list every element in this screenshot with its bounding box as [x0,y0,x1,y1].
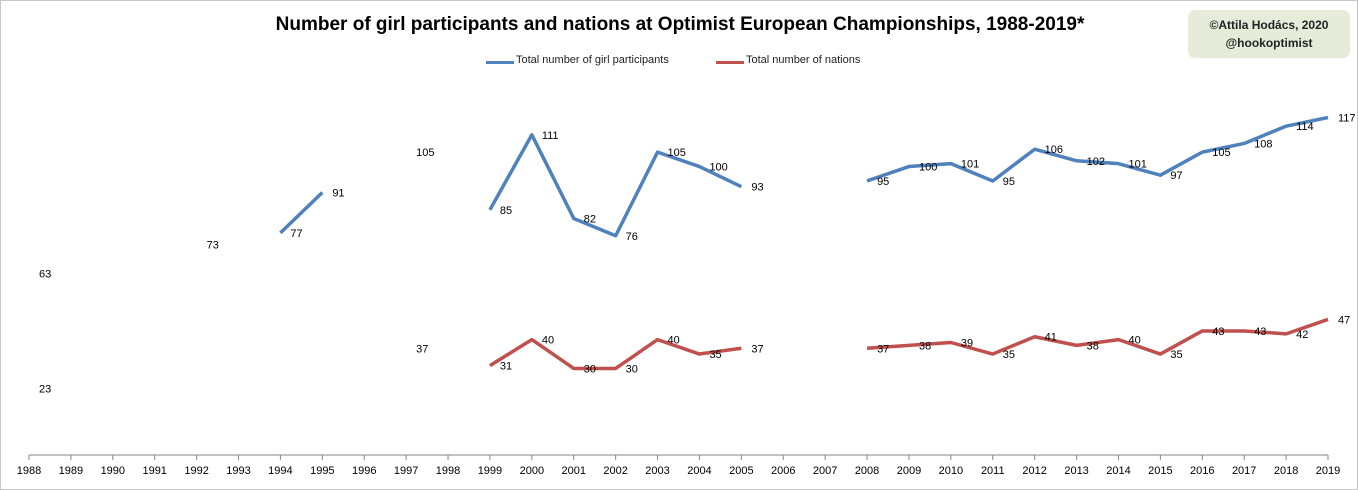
legend: Total number of girl participants Total … [0,54,1358,70]
data-label-nations-2011: 35 [1003,349,1015,361]
data-label-nations-1999: 31 [500,361,512,373]
x-tick-label-1996: 1996 [352,465,376,477]
data-label-girls-2019: 117 [1338,113,1356,125]
data-label-nations-2005: 37 [751,343,763,355]
x-tick-label-2011: 2011 [981,465,1005,477]
data-label-girls-1999: 85 [500,205,512,217]
credit-handle: @hookoptimist [1225,36,1313,50]
data-label-girls-2004: 100 [709,162,727,174]
data-label-girls-2000: 111 [542,130,559,142]
data-label-nations-2009: 38 [919,340,931,352]
data-label-girls-2009: 100 [919,162,937,174]
x-tick-label-2006: 2006 [771,465,795,477]
data-label-girls-2011: 95 [1003,176,1015,188]
x-tick-label-1997: 1997 [394,465,418,477]
x-tick-label-2015: 2015 [1148,465,1172,477]
x-tick-label-1991: 1991 [142,465,166,477]
x-tick-label-2012: 2012 [1022,465,1046,477]
data-label-girls-2010: 101 [961,159,979,171]
data-label-girls-1988: 63 [39,268,51,280]
x-tick-label-2002: 2002 [603,465,627,477]
x-tick-label-1994: 1994 [268,465,292,477]
data-label-girls-2016: 105 [1212,147,1230,159]
data-label-nations-2004: 35 [709,349,721,361]
data-label-girls-2012: 106 [1045,144,1063,156]
data-label-nations-2012: 41 [1045,332,1057,344]
series-line-girls-segment-3 [279,191,324,235]
data-label-girls-2015: 97 [1170,170,1182,182]
x-tick-label-2007: 2007 [813,465,837,477]
x-tick-label-1999: 1999 [478,465,502,477]
x-tick-label-2019: 2019 [1316,465,1340,477]
data-label-nations-2001: 30 [584,363,596,375]
data-label-nations-2003: 40 [668,335,680,347]
x-tick-label-2004: 2004 [687,465,711,477]
data-label-girls-2005: 93 [751,182,763,194]
x-tick-label-2010: 2010 [939,465,963,477]
data-label-nations-2013: 38 [1087,340,1099,352]
data-label-nations-2016: 43 [1212,326,1224,338]
x-tick-label-1998: 1998 [436,465,460,477]
data-label-girls-2014: 101 [1128,159,1146,171]
data-label-nations-2008: 37 [877,343,889,355]
x-tick-label-2009: 2009 [897,465,921,477]
legend-swatch-girls [486,61,514,64]
chart-title: Number of girl participants and nations … [275,14,1085,35]
series-line-girls-segment-5 [488,133,743,238]
data-label-nations-2000: 40 [542,335,554,347]
data-label-girls-1994: 77 [290,228,302,240]
x-tick-label-2008: 2008 [855,465,879,477]
data-label-girls-2017: 108 [1254,138,1272,150]
data-label-girls-2013: 102 [1087,156,1105,168]
x-tick-label-1988: 1988 [17,465,41,477]
data-label-girls-2008: 95 [877,176,889,188]
legend-label-girls: Total number of girl participants [516,54,669,66]
data-label-nations-2017: 43 [1254,326,1266,338]
data-label-girls-2018: 114 [1296,121,1314,133]
data-label-nations-2015: 35 [1170,349,1182,361]
x-tick-label-2003: 2003 [645,465,669,477]
series-line-nations-segment-4 [866,317,1329,356]
data-label-nations-2014: 40 [1128,335,1140,347]
x-tick-label-2001: 2001 [561,465,585,477]
x-tick-label-2005: 2005 [729,465,753,477]
x-tick-label-1992: 1992 [184,465,208,477]
x-tick-label-1990: 1990 [101,465,125,477]
x-tick-label-1993: 1993 [226,465,250,477]
x-tick-label-2000: 2000 [520,465,544,477]
data-label-nations-2019: 47 [1338,314,1350,326]
data-label-girls-1992: 73 [207,239,219,251]
x-tick-label-2013: 2013 [1064,465,1088,477]
x-tick-label-2016: 2016 [1190,465,1214,477]
data-label-nations-1997: 37 [416,343,428,355]
x-tick-label-2017: 2017 [1232,465,1256,477]
credit-box: ©Attila Hodács, 2020 @hookoptimist [1188,10,1350,58]
data-label-girls-2003: 105 [668,147,686,159]
x-tick-label-2014: 2014 [1106,465,1130,477]
series-line-nations-segment-3 [489,337,742,371]
x-tick-label-2018: 2018 [1274,465,1298,477]
legend-swatch-nations [716,61,744,64]
data-label-girls-1997: 105 [416,147,434,159]
x-tick-label-1989: 1989 [59,465,83,477]
data-label-nations-2018: 42 [1296,329,1308,341]
data-label-nations-2010: 39 [961,338,973,350]
data-label-nations-1988: 23 [39,384,51,396]
series-line-girls-segment-6 [866,115,1329,183]
legend-label-nations: Total number of nations [746,54,861,66]
data-label-girls-1995: 91 [332,188,344,200]
credit-author: ©Attila Hodács, 2020 [1209,18,1329,32]
data-label-nations-2002: 30 [626,363,638,375]
data-label-girls-2001: 82 [584,213,596,225]
x-tick-label-1995: 1995 [310,465,334,477]
data-label-girls-2002: 76 [626,231,638,243]
